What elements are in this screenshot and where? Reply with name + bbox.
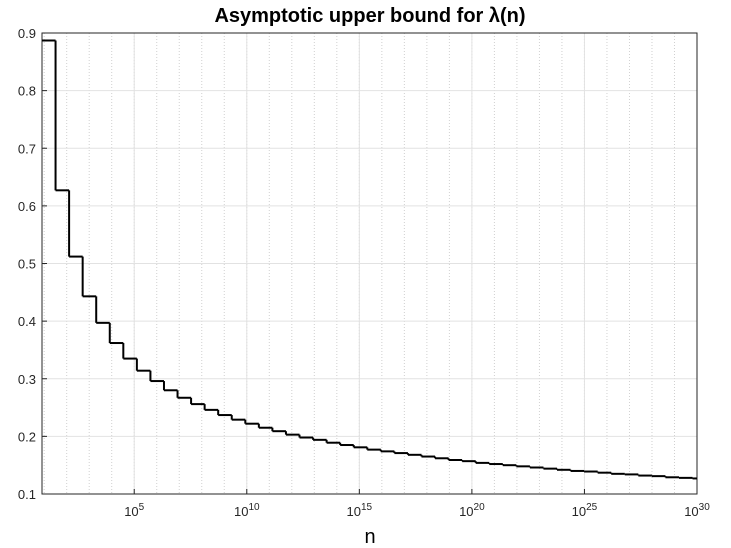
plot-frame xyxy=(41,32,698,495)
y-tick-label: 0.3 xyxy=(18,372,36,387)
x-tick-label: 1025 xyxy=(572,502,598,519)
x-tick-label: 1020 xyxy=(459,502,485,519)
y-tick-label: 0.5 xyxy=(18,257,36,272)
x-tick-label: 1030 xyxy=(684,502,710,519)
y-tick-label: 0.7 xyxy=(18,141,36,156)
y-tick-label: 0.2 xyxy=(18,429,36,444)
x-tick-label: 105 xyxy=(124,502,144,519)
y-tick-label: 0.4 xyxy=(18,314,36,329)
x-axis-label: n xyxy=(364,526,375,548)
y-tick-label: 0.6 xyxy=(18,199,36,214)
y-tick-label: 0.8 xyxy=(18,84,36,99)
y-tick-label: 0.9 xyxy=(18,26,36,41)
y-tick-label: 0.1 xyxy=(18,487,36,502)
x-tick-label: 1015 xyxy=(347,502,373,519)
chart-title: Asymptotic upper bound for λ(n) xyxy=(214,5,525,27)
x-tick-label: 1010 xyxy=(234,502,260,519)
